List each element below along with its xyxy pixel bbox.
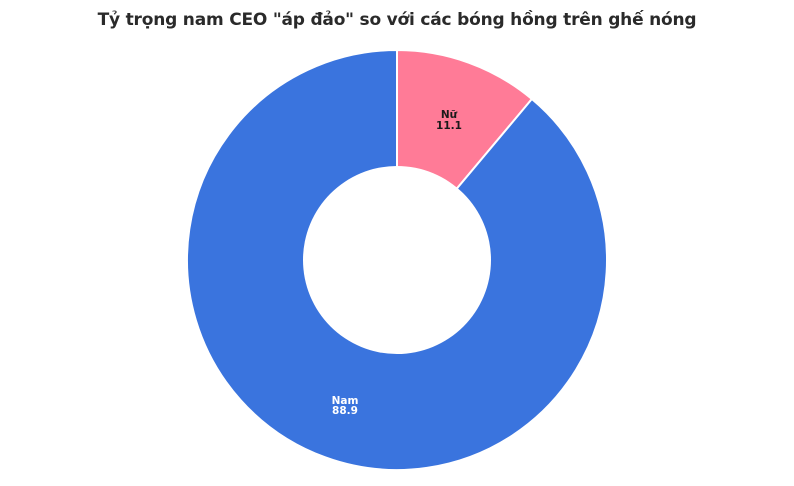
slice-label-nu: Nữ 11.1 bbox=[436, 109, 462, 132]
chart-title: Tỷ trọng nam CEO "áp đảo" so với các bón… bbox=[97, 10, 697, 30]
slice-label-nu-name: Nữ bbox=[441, 109, 458, 121]
slice-label-nam: Nam 88.9 bbox=[332, 395, 359, 417]
slice-label-nam-name: Nam bbox=[332, 395, 359, 407]
donut-hole bbox=[303, 166, 491, 354]
slice-label-nu-value: 11.1 bbox=[436, 120, 462, 132]
slice-label-nam-value: 88.9 bbox=[332, 405, 358, 417]
